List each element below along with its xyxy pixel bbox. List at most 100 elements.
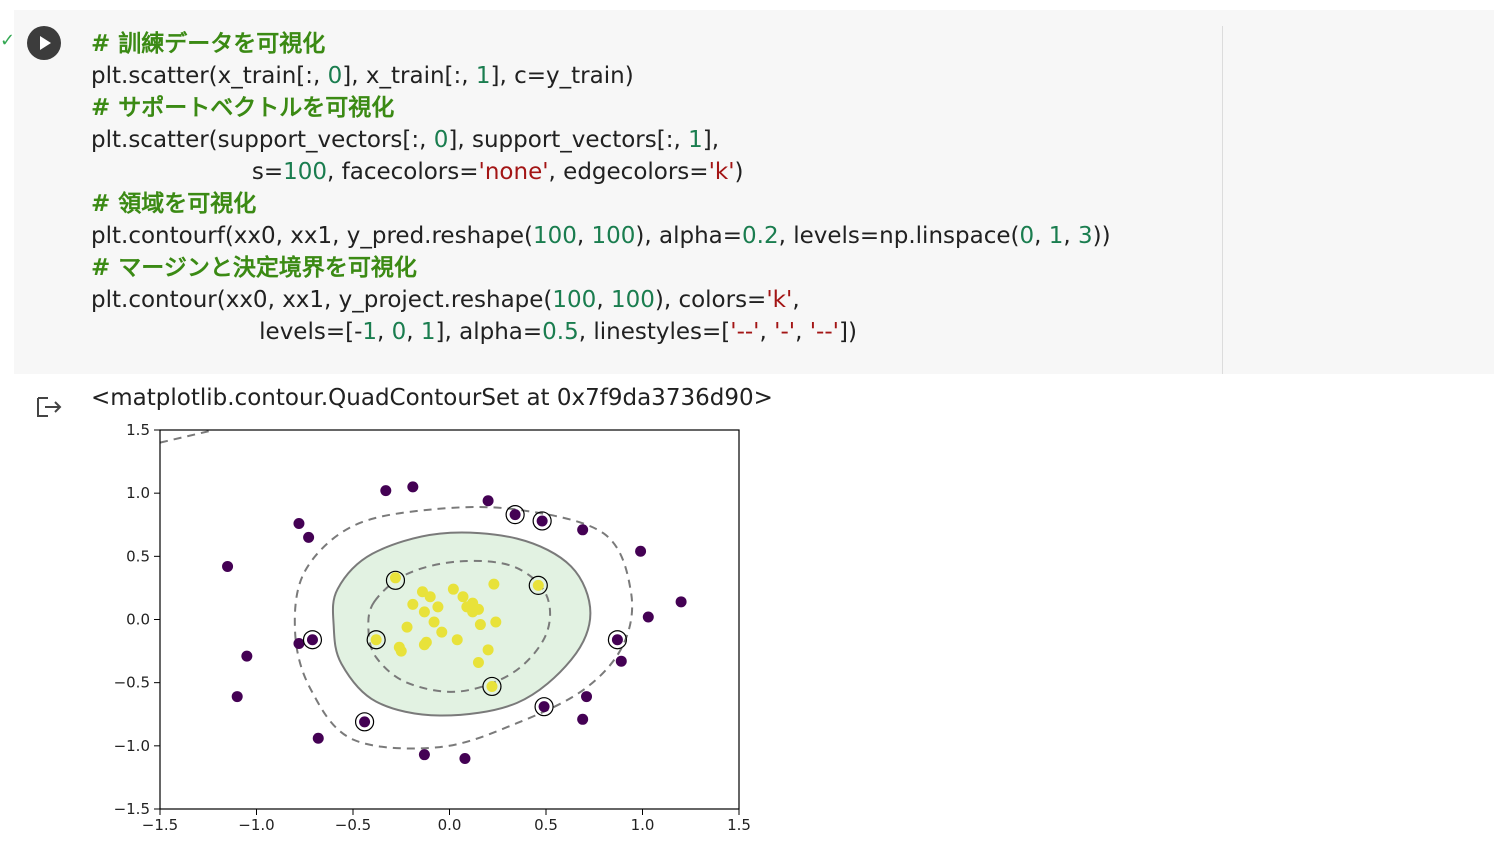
code-text: ], alpha= [435, 319, 543, 345]
code-text: , [576, 223, 592, 249]
x-tick-label: 1.0 [631, 816, 655, 834]
code-string: 'k' [766, 287, 793, 313]
run-cell-button[interactable] [27, 26, 61, 60]
code-string: '--' [809, 319, 839, 345]
class0-point [615, 655, 627, 667]
y-tick-label: 1.5 [126, 421, 150, 439]
support-vector-marker [528, 575, 548, 595]
code-text: ) [734, 159, 744, 185]
corner-margin-contour [159, 429, 215, 444]
class0-point [241, 650, 253, 662]
class1-point [451, 634, 463, 646]
output-text: <matplotlib.contour.QuadContourSet at 0x… [91, 385, 773, 411]
class0-point [611, 634, 623, 646]
class0-point [231, 691, 243, 703]
class1-point [389, 572, 401, 584]
code-editor[interactable]: # 訓練データを可視化 plt.scatter(x_train[:, 0 ], x_… [91, 28, 1111, 348]
x-tick-label: −1.0 [238, 816, 274, 834]
code-text: ), colors= [654, 287, 767, 313]
class0-point [312, 732, 324, 744]
class0-point [538, 701, 550, 713]
play-icon [40, 36, 51, 50]
code-text: , [792, 287, 800, 313]
class-region-fill [332, 532, 591, 716]
code-string: '--' [730, 319, 760, 345]
y-tick-label: 1.0 [126, 484, 150, 502]
class1-point [407, 598, 419, 610]
code-text: , [596, 287, 611, 313]
code-text: , [406, 319, 421, 345]
class1-point [370, 634, 382, 646]
support-vector-marker [534, 697, 554, 717]
support-vector-marker [385, 570, 406, 590]
code-number: 3 [1078, 223, 1093, 249]
class1-point [401, 621, 413, 633]
code-number: 100 [552, 287, 597, 313]
executed-check-icon: ✓ [0, 30, 16, 51]
code-number: 100 [532, 223, 577, 249]
code-text: , edgecolors= [548, 159, 709, 185]
code-text: ], x_train[:, [342, 63, 476, 89]
output-toggle-icon[interactable] [36, 395, 64, 419]
class1-point [532, 579, 544, 591]
code-string: 'k' [708, 159, 735, 185]
code-number: 0 [1019, 223, 1035, 249]
class0-point [303, 531, 315, 543]
code-comment: # サポートベクトルを可視化 [91, 95, 395, 121]
class0-point [536, 515, 548, 527]
code-text: s= [91, 159, 284, 185]
y-tick-label: 0.0 [126, 611, 150, 629]
code-line: plt.contourf(xx0, xx1, y_pred.reshape(10… [91, 220, 1111, 252]
code-string: 'none' [478, 159, 549, 185]
code-number: 1 [688, 127, 703, 153]
y-tick-label: −0.5 [114, 674, 150, 692]
code-text: , facecolors= [327, 159, 479, 185]
svm-plot: −1.5 −1.0 −0.5 0.0 0.5 1.0 1.5 −1.5 −1.0 −0.5 0.0 0… [114, 421, 751, 834]
class0-point [581, 691, 593, 703]
code-comment: # 領域を可視化 [91, 191, 257, 217]
support-vector-marker [607, 630, 628, 650]
code-number: 0 [433, 127, 449, 153]
support-vector-marker [366, 630, 386, 650]
class0-point [359, 716, 371, 728]
code-text: plt.contourf(xx0, xx1, y_pred.reshape( [91, 223, 533, 249]
decision-boundary-contour [331, 531, 592, 717]
class0-point [293, 517, 305, 529]
class1-point [418, 606, 430, 618]
x-tick-label: 0.0 [438, 816, 462, 834]
code-text: levels=[- [91, 319, 363, 345]
x-tick-label: −0.5 [335, 816, 371, 834]
code-string: '-' [774, 319, 796, 345]
class0-point [380, 485, 392, 497]
class0-point [418, 749, 430, 761]
code-number: 1 [475, 63, 491, 89]
code-text: ], [702, 127, 720, 153]
y-tick-label: −1.0 [114, 737, 150, 755]
code-number: 1 [420, 319, 436, 345]
class1-point [418, 639, 430, 651]
outer-margin-contour [293, 506, 634, 750]
y-tick-label: 0.5 [126, 547, 150, 565]
code-cell[interactable] [14, 10, 1494, 374]
class1-point [447, 583, 459, 595]
support-vector-marker [354, 712, 375, 732]
class0-point [635, 545, 647, 557]
support-vector-marker [482, 676, 502, 697]
y-tick-label: −1.5 [114, 800, 150, 818]
class0-point [407, 481, 419, 493]
class1-point [482, 644, 494, 656]
code-text: ], support_vectors[:, [448, 127, 689, 153]
class0-point [459, 752, 471, 764]
class1-point [428, 616, 440, 628]
code-text: , levels=np.linspace( [778, 223, 1020, 249]
code-text: ], c=y_train) [490, 63, 634, 89]
class0-point [509, 509, 521, 521]
class0-point [293, 638, 305, 650]
class0-point [577, 524, 589, 536]
code-text: , [1063, 223, 1079, 249]
code-line: # 訓練データを可視化 [91, 28, 1111, 60]
code-comment: # マージンと決定境界を可視化 [91, 255, 417, 281]
code-number: 100 [591, 223, 636, 249]
support-vector-marker [302, 630, 323, 650]
code-text: plt.scatter(x_train[:, [91, 63, 328, 89]
